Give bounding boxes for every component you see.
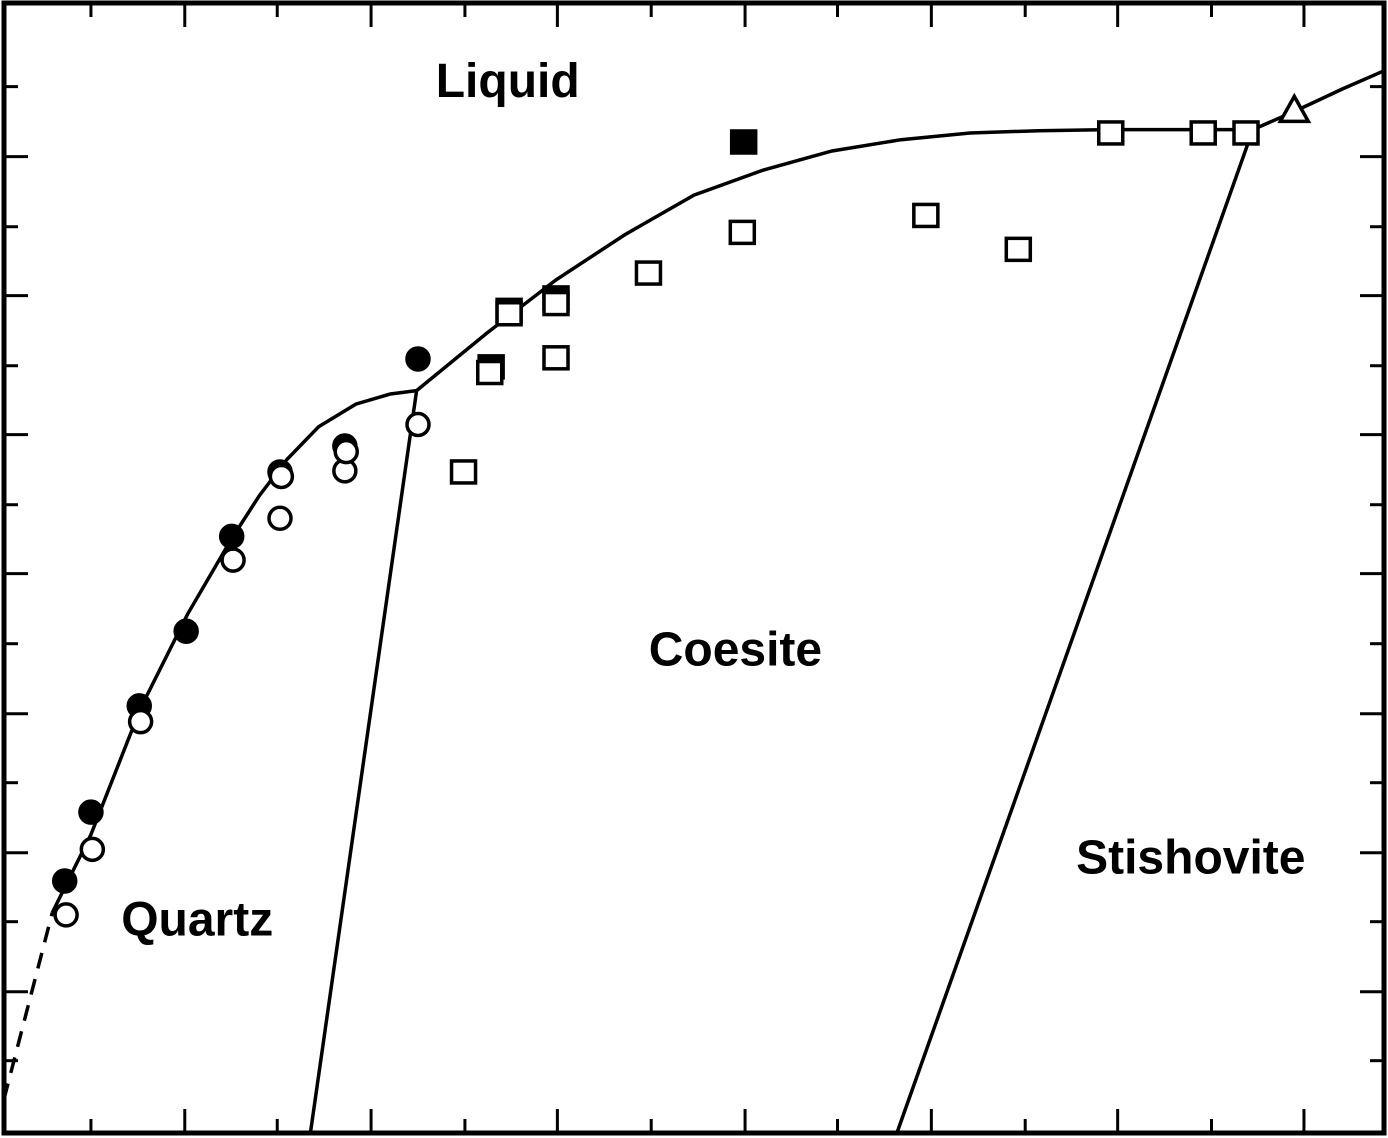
open-circle-marker <box>333 438 359 465</box>
region-labels: Liquid Coesite Stishovite Quartz <box>121 55 1305 946</box>
filled-circle-marker <box>405 346 431 372</box>
filled-circle-marker <box>218 523 245 550</box>
phase-boundaries <box>2 69 1385 1134</box>
open-circle-marker <box>79 836 106 863</box>
open-triangle-marker <box>1277 92 1312 124</box>
open-circle-marker <box>127 708 154 735</box>
region-label-stishovite: Stishovite <box>1076 831 1305 884</box>
open-square-marker <box>542 345 570 371</box>
melting-curve-quartz <box>50 388 417 914</box>
open-square-marker <box>1189 120 1217 146</box>
melting-curve-coesite <box>415 127 1253 392</box>
melting-curve-stishovite <box>1252 69 1385 132</box>
region-label-quartz: Quartz <box>121 893 273 946</box>
quartz-coesite-boundary <box>308 390 419 1134</box>
filled-circle-marker <box>173 618 199 645</box>
data-markers <box>51 92 1312 928</box>
open-square-marker <box>542 290 570 317</box>
open-circle-marker <box>53 902 79 928</box>
open-square-marker <box>912 202 940 229</box>
coesite-stishovite-boundary <box>895 129 1255 1134</box>
open-square-marker <box>495 301 523 327</box>
open-square-marker <box>1004 236 1033 263</box>
region-label-liquid: Liquid <box>436 55 580 108</box>
open-square-marker <box>476 359 504 386</box>
open-circle-marker <box>220 547 246 573</box>
open-square-marker <box>1232 120 1260 146</box>
open-square-marker <box>1097 120 1125 146</box>
open-circle-marker <box>267 505 293 532</box>
open-square-marker <box>728 219 757 246</box>
filled-circle-marker <box>78 799 104 825</box>
open-circle-marker <box>268 463 295 490</box>
open-square-marker <box>634 260 663 286</box>
region-label-coesite: Coesite <box>649 623 822 676</box>
open-circle-marker <box>405 411 431 438</box>
melting-curve-quartz-extrapolated <box>2 912 54 1100</box>
filled-square-marker <box>729 129 758 155</box>
filled-circle-marker <box>51 868 78 894</box>
axis-ticks <box>4 3 1384 1133</box>
open-square-marker <box>449 459 478 485</box>
